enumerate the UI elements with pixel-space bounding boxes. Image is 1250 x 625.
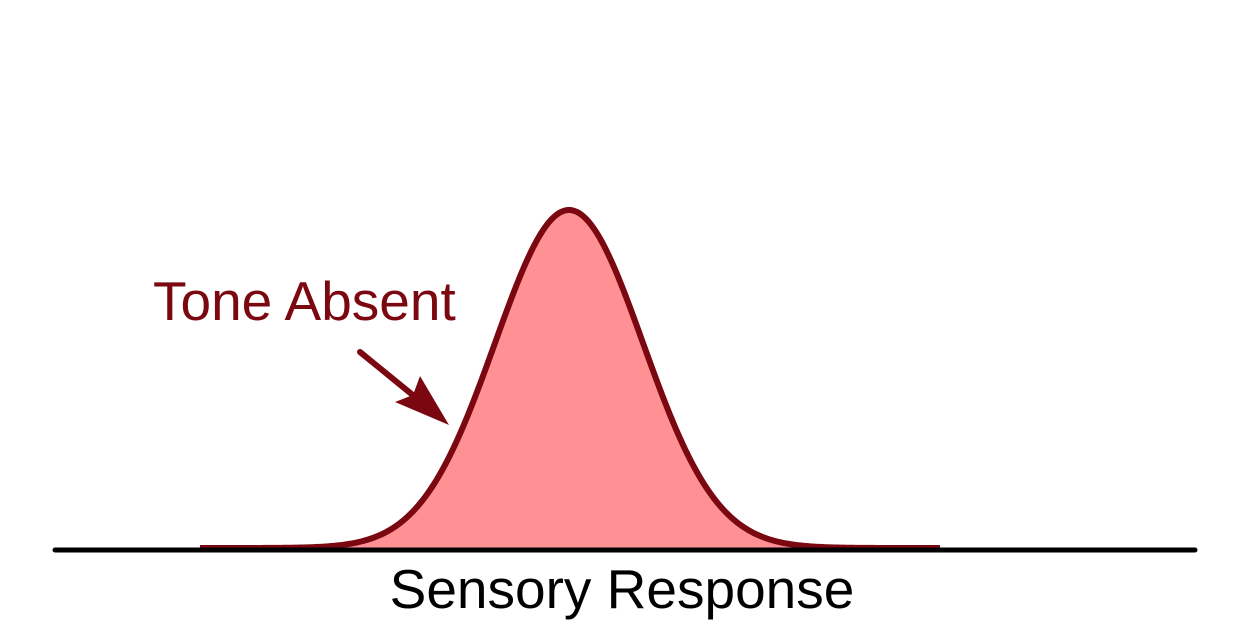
arrow-down-right-icon — [357, 349, 449, 425]
axis-label: Sensory Response — [390, 558, 855, 620]
tone-absent-label: Tone Absent — [153, 270, 456, 332]
distribution-fill — [200, 210, 940, 548]
distribution-curve — [199, 207, 941, 551]
